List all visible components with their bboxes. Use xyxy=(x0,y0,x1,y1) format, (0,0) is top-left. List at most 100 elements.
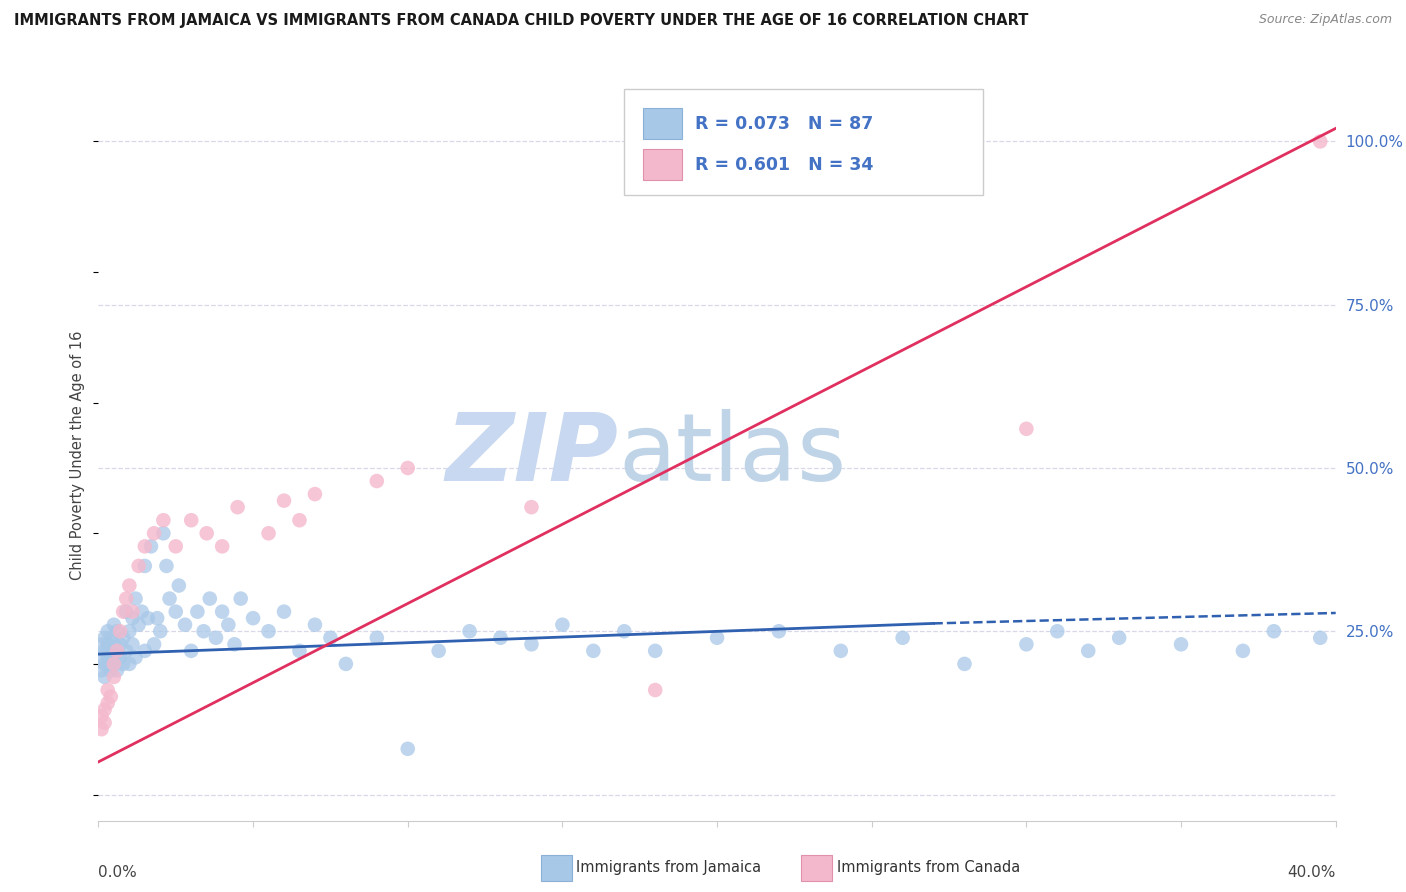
Point xyxy=(100,631,122,645)
Point xyxy=(128,617,150,632)
Point xyxy=(112,631,135,645)
Text: ZIP: ZIP xyxy=(446,409,619,501)
Point xyxy=(124,591,146,606)
Point xyxy=(100,690,122,704)
Point xyxy=(124,650,146,665)
Point xyxy=(582,644,605,658)
Point xyxy=(97,624,120,639)
Text: Immigrants from Canada: Immigrants from Canada xyxy=(837,861,1019,875)
Y-axis label: Child Poverty Under the Age of 16: Child Poverty Under the Age of 16 xyxy=(70,330,86,580)
Point xyxy=(257,624,280,639)
Point xyxy=(195,526,218,541)
Point xyxy=(288,513,311,527)
Point xyxy=(1046,624,1069,639)
Point xyxy=(93,670,115,684)
Point xyxy=(93,631,115,645)
Point xyxy=(1309,135,1331,149)
Point xyxy=(118,624,141,639)
Point xyxy=(136,611,159,625)
Point xyxy=(97,650,120,665)
Point xyxy=(131,605,153,619)
Point xyxy=(1077,644,1099,658)
Point xyxy=(489,631,512,645)
Point xyxy=(93,644,115,658)
Point xyxy=(118,657,141,671)
Point xyxy=(273,605,295,619)
Point xyxy=(217,617,239,632)
Text: R = 0.601   N = 34: R = 0.601 N = 34 xyxy=(695,155,873,174)
Point xyxy=(139,539,162,553)
Point xyxy=(229,591,252,606)
Point xyxy=(644,644,666,658)
Point xyxy=(427,644,450,658)
Point xyxy=(93,703,115,717)
Point xyxy=(520,500,543,515)
Point xyxy=(458,624,481,639)
Point xyxy=(103,657,125,671)
Point xyxy=(103,657,125,671)
Point xyxy=(143,526,166,541)
Text: atlas: atlas xyxy=(619,409,846,501)
Point xyxy=(105,644,128,658)
Point xyxy=(273,493,295,508)
Point xyxy=(143,637,166,651)
Point xyxy=(93,657,115,671)
Point xyxy=(105,624,128,639)
Point xyxy=(90,650,112,665)
Point xyxy=(97,657,120,671)
Point xyxy=(1108,631,1130,645)
Point xyxy=(115,591,138,606)
Point xyxy=(186,605,208,619)
Point xyxy=(366,631,388,645)
Point xyxy=(205,631,228,645)
Point xyxy=(1015,637,1038,651)
Point xyxy=(319,631,342,645)
Point xyxy=(152,513,174,527)
Point xyxy=(100,644,122,658)
Point xyxy=(193,624,215,639)
Point xyxy=(165,605,187,619)
Point xyxy=(97,683,120,698)
Point xyxy=(1263,624,1285,639)
Point xyxy=(115,605,138,619)
Point xyxy=(288,644,311,658)
Point xyxy=(115,644,138,658)
Point xyxy=(768,624,790,639)
Point xyxy=(1015,422,1038,436)
Point xyxy=(121,611,143,625)
Point xyxy=(90,637,112,651)
Point xyxy=(304,617,326,632)
Point xyxy=(112,657,135,671)
Point xyxy=(152,526,174,541)
Point xyxy=(167,578,190,592)
Point xyxy=(90,709,112,723)
Text: R = 0.073   N = 87: R = 0.073 N = 87 xyxy=(695,114,873,133)
Point xyxy=(105,644,128,658)
Point xyxy=(706,631,728,645)
Point xyxy=(180,513,202,527)
Point xyxy=(174,617,197,632)
Point xyxy=(121,637,143,651)
Point xyxy=(953,657,976,671)
Point xyxy=(211,605,233,619)
Point xyxy=(103,617,125,632)
Point xyxy=(155,558,177,573)
FancyBboxPatch shape xyxy=(643,149,682,180)
Point xyxy=(103,637,125,651)
Point xyxy=(159,591,181,606)
Point xyxy=(105,664,128,678)
Point xyxy=(108,637,131,651)
Point xyxy=(891,631,914,645)
Point xyxy=(1170,637,1192,651)
FancyBboxPatch shape xyxy=(643,108,682,139)
Text: Immigrants from Jamaica: Immigrants from Jamaica xyxy=(576,861,762,875)
Point xyxy=(520,637,543,651)
Point xyxy=(396,741,419,756)
Point xyxy=(97,637,120,651)
Point xyxy=(335,657,357,671)
Point xyxy=(134,644,156,658)
Point xyxy=(93,715,115,730)
Point xyxy=(149,624,172,639)
Point xyxy=(830,644,852,658)
Point xyxy=(97,696,120,710)
